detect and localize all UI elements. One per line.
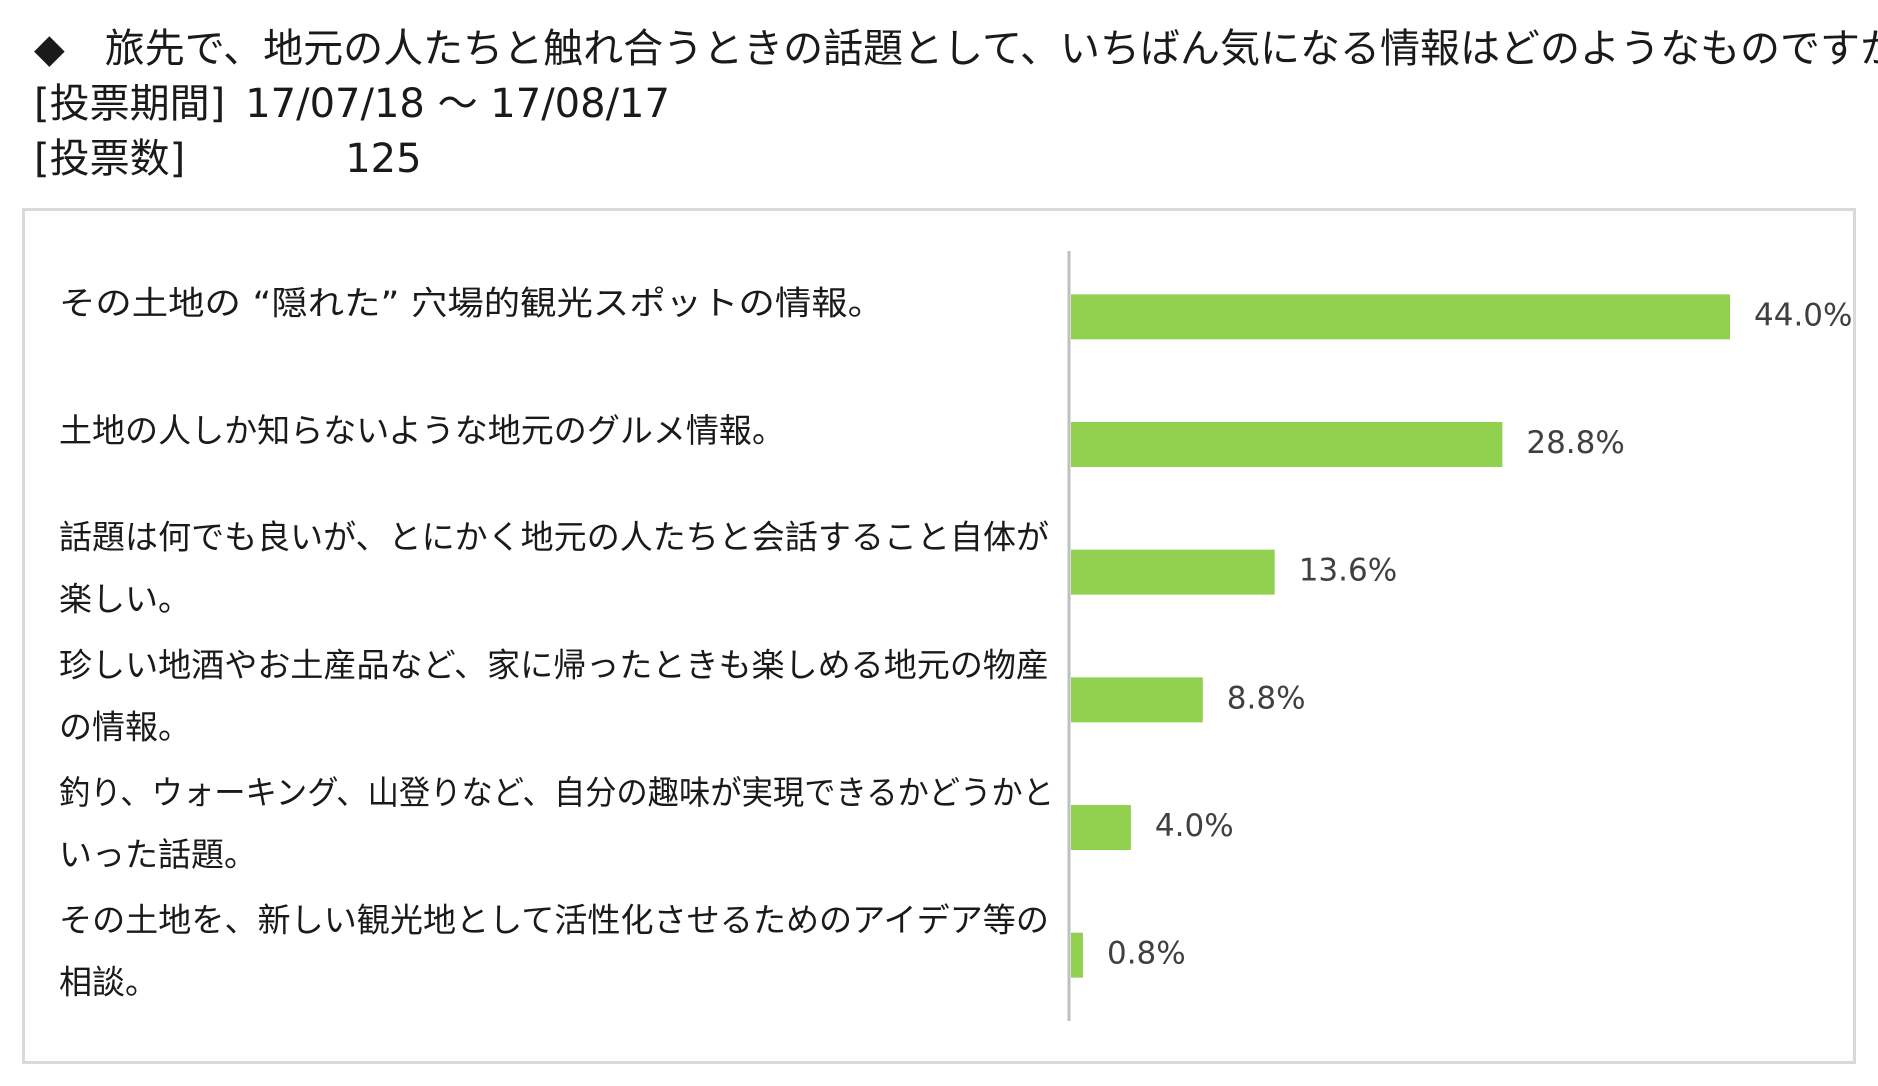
category-label-5-line-2: いった話題。 xyxy=(59,835,257,874)
category-label-3-line-2: 楽しい。 xyxy=(59,580,191,619)
value-label-2: 28.8% xyxy=(1526,425,1624,461)
category-label-4-line-1: 珍しい地酒やお土産品など、家に帰ったときも楽しめる地元の物産 xyxy=(59,645,1049,684)
value-label-4: 8.8% xyxy=(1227,680,1306,716)
value-label-3: 13.6% xyxy=(1299,553,1397,589)
category-label-2: 土地の人しか知らないような地元のグルメ情報。 xyxy=(59,411,785,450)
bar-3 xyxy=(1071,549,1275,595)
category-label-2-line-1: 土地の人しか知らないような地元のグルメ情報。 xyxy=(59,411,785,450)
value-label-6: 0.8% xyxy=(1107,936,1186,972)
category-label-1: その土地の “隠れた” 穴場的観光スポットの情報。 xyxy=(59,283,884,322)
bar-1 xyxy=(1071,294,1730,340)
category-label-3-line-1: 話題は何でも良いが、とにかく地元の人たちと会話すること自体が xyxy=(59,518,1049,557)
voting-period-label: [投票期間] xyxy=(34,81,226,127)
value-label-5: 4.0% xyxy=(1155,808,1234,844)
vote-count-label: [投票数] xyxy=(34,136,186,182)
bar-5 xyxy=(1071,805,1131,850)
voting-period: [投票期間] 17/07/18 ～ 17/08/17 xyxy=(34,77,1854,132)
category-label-6-line-1: その土地を、新しい観光地として活性化させるためのアイデア等の xyxy=(59,901,1049,940)
bar-chart: 44.0% その土地の “隠れた” 穴場的観光スポットの情報。 28.8% 土地の人し… xyxy=(59,251,1852,1021)
bar-2 xyxy=(1071,422,1503,467)
category-label-1-line-1: その土地の “隠れた” 穴場的観光スポットの情報。 xyxy=(59,283,884,322)
bar-4 xyxy=(1071,677,1203,723)
category-label-6-line-2: 相談。 xyxy=(59,963,158,1002)
bar-6 xyxy=(1071,932,1083,978)
voting-period-value: 17/07/18 ～ 17/08/17 xyxy=(245,81,670,127)
chart-header: ◆ 旅先で、地元の人たちと触れ合うときの話題として、いちばん気になる情報はどのよ… xyxy=(34,22,1878,187)
vote-count-value: 125 xyxy=(345,136,422,182)
category-label-4-line-2: の情報。 xyxy=(59,707,191,746)
question-text: ◆ 旅先で、地元の人たちと触れ合うときの話題として、いちばん気になる情報はどのよ… xyxy=(34,26,1878,72)
vote-count: [投票数] 125 xyxy=(34,132,1854,187)
value-label-1: 44.0% xyxy=(1754,297,1852,333)
category-label-5-line-1: 釣り、ウォーキング、山登りなど、自分の趣味が実現できるかどうかと xyxy=(59,773,1054,812)
chart-frame: 44.0% その土地の “隠れた” 穴場的観光スポットの情報。 28.8% 土地の人し… xyxy=(22,208,1856,1064)
